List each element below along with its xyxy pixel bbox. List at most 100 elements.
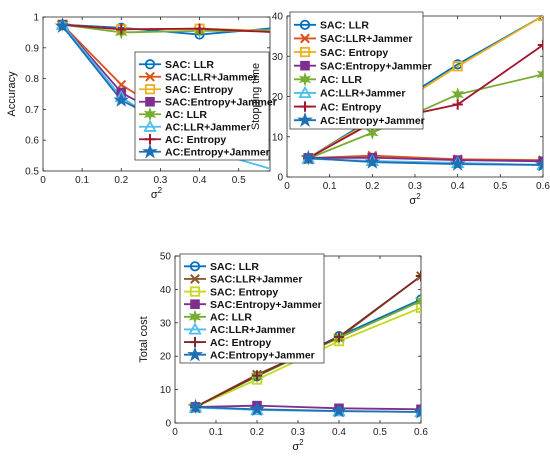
data-point-s7 bbox=[537, 39, 543, 51]
legend-label: SAC:Entropy+Jammer bbox=[320, 60, 432, 72]
y-tick-label: 0.6 bbox=[25, 136, 39, 147]
legend-marker bbox=[143, 119, 157, 132]
y-tick-label: 20 bbox=[160, 352, 172, 363]
series-line-4 bbox=[308, 156, 543, 163]
x-tick-label: 0.5 bbox=[373, 427, 387, 438]
legend-marker bbox=[298, 72, 312, 87]
legend-marker bbox=[144, 59, 156, 70]
data-point-s8 bbox=[187, 398, 204, 414]
x-axis-label: σ2 bbox=[151, 186, 163, 201]
y-tick-label: 40 bbox=[160, 285, 172, 296]
x-tick-label: 0 bbox=[284, 181, 290, 192]
legend-marker bbox=[189, 286, 201, 297]
legend-label: SAC:LLR+Jammer bbox=[320, 33, 413, 45]
legend-marker bbox=[187, 346, 203, 362]
x-tick-label: 0 bbox=[40, 175, 46, 186]
x-tick-label: 0.2 bbox=[365, 181, 379, 192]
data-point-s8 bbox=[364, 153, 381, 169]
legend-marker bbox=[297, 111, 313, 127]
x-tick-label: 0 bbox=[172, 427, 178, 438]
data-point-s4 bbox=[274, 156, 282, 164]
legend-marker bbox=[142, 143, 158, 159]
x-tick-label: 0.2 bbox=[250, 427, 264, 438]
x-tick-label: 0.1 bbox=[75, 175, 89, 186]
data-point-s7 bbox=[452, 99, 463, 110]
y-tick-label: 30 bbox=[160, 318, 172, 329]
data-point-s2 bbox=[416, 271, 421, 281]
legend-box bbox=[134, 51, 270, 161]
legend-label: SAC: LLR bbox=[210, 261, 259, 273]
legend-label: SAC:Entropy+Jammer bbox=[165, 97, 277, 109]
series-line-4 bbox=[195, 404, 421, 411]
legend-marker bbox=[190, 299, 200, 309]
legend-label: SAC: LLR bbox=[165, 59, 214, 71]
y-tick-label: 30 bbox=[272, 52, 284, 63]
legend-label: AC: Entropy bbox=[210, 337, 271, 349]
y-tick-label: 0.9 bbox=[25, 43, 39, 54]
legend-label: SAC:LLR+Jammer bbox=[210, 274, 303, 286]
legend-label: AC: LLR bbox=[320, 74, 362, 86]
y-tick-label: 0 bbox=[277, 173, 283, 184]
data-point-s5 bbox=[273, 25, 283, 36]
data-point-s3 bbox=[274, 27, 282, 35]
legend-marker bbox=[298, 85, 312, 99]
legend-marker bbox=[144, 134, 156, 145]
data-point-s7 bbox=[194, 23, 205, 34]
legend-label: AC:LLR+Jammer bbox=[320, 88, 405, 100]
legend-marker bbox=[300, 33, 310, 44]
y-axis-label: Total cost bbox=[138, 316, 150, 362]
series-line-8 bbox=[195, 406, 421, 413]
data-point-s3 bbox=[452, 61, 463, 72]
y-axis-label: Stopping time bbox=[250, 63, 262, 130]
x-tick-label: 0.4 bbox=[451, 181, 465, 192]
data-point-s3 bbox=[537, 16, 543, 22]
y-tick-label: 10 bbox=[272, 132, 284, 143]
legend-marker bbox=[190, 274, 200, 284]
series-line-8 bbox=[308, 157, 543, 166]
legend-marker bbox=[299, 46, 311, 58]
data-point-s7 bbox=[333, 331, 345, 343]
legend-label: AC:LLR+Jammer bbox=[210, 324, 295, 336]
legend-label: SAC:Entropy+Jammer bbox=[210, 299, 322, 311]
data-point-s8 bbox=[331, 402, 347, 418]
y-tick-label: 50 bbox=[160, 252, 172, 263]
series-line-7 bbox=[62, 23, 270, 33]
data-point-s8 bbox=[269, 159, 270, 160]
x-tick-label: 0.3 bbox=[408, 181, 422, 192]
y-tick-label: 1 bbox=[33, 13, 39, 24]
x-axis-label-superscript: 2 bbox=[158, 186, 163, 195]
data-point-s8 bbox=[449, 155, 466, 171]
x-tick-label: 0.3 bbox=[153, 175, 167, 186]
legend-marker bbox=[300, 60, 310, 71]
legend-marker bbox=[299, 101, 311, 112]
data-point-s8 bbox=[413, 403, 421, 419]
x-tick-label: 0.5 bbox=[493, 181, 507, 192]
data-point-s7 bbox=[251, 370, 263, 381]
legend-box bbox=[179, 253, 325, 364]
data-point-s8 bbox=[113, 91, 130, 107]
legend-label: SAC:LLR+Jammer bbox=[165, 72, 258, 84]
x-tick-label: 0.2 bbox=[114, 175, 128, 186]
data-point-s1 bbox=[274, 24, 282, 32]
legend-label: SAC: Entropy bbox=[165, 84, 233, 96]
data-point-s2 bbox=[274, 154, 282, 162]
x-tick-label: 0.6 bbox=[536, 181, 550, 192]
x-axis-label: σ2 bbox=[292, 438, 304, 453]
data-point-s7 bbox=[273, 27, 283, 37]
legend-box bbox=[289, 11, 424, 130]
legend-label: AC:Entropy+Jammer bbox=[165, 147, 270, 159]
legend-marker bbox=[299, 19, 311, 30]
x-tick-label: 0.1 bbox=[209, 427, 223, 438]
series-line-2 bbox=[308, 154, 543, 161]
data-point-s8 bbox=[249, 401, 265, 417]
chart-panel-2: 0 0.1 0.2 0.3 0.4 0.5 0.6 0 10 20 30 40 σ2 Stopping t… bbox=[250, 12, 550, 208]
x-axis-label-superscript: 2 bbox=[416, 192, 421, 201]
x-tick-label: 0.6 bbox=[414, 427, 428, 438]
legend-label: AC: Entropy bbox=[165, 134, 226, 146]
legend-label: AC:Entropy+Jammer bbox=[320, 115, 425, 127]
legend-marker bbox=[188, 322, 202, 335]
